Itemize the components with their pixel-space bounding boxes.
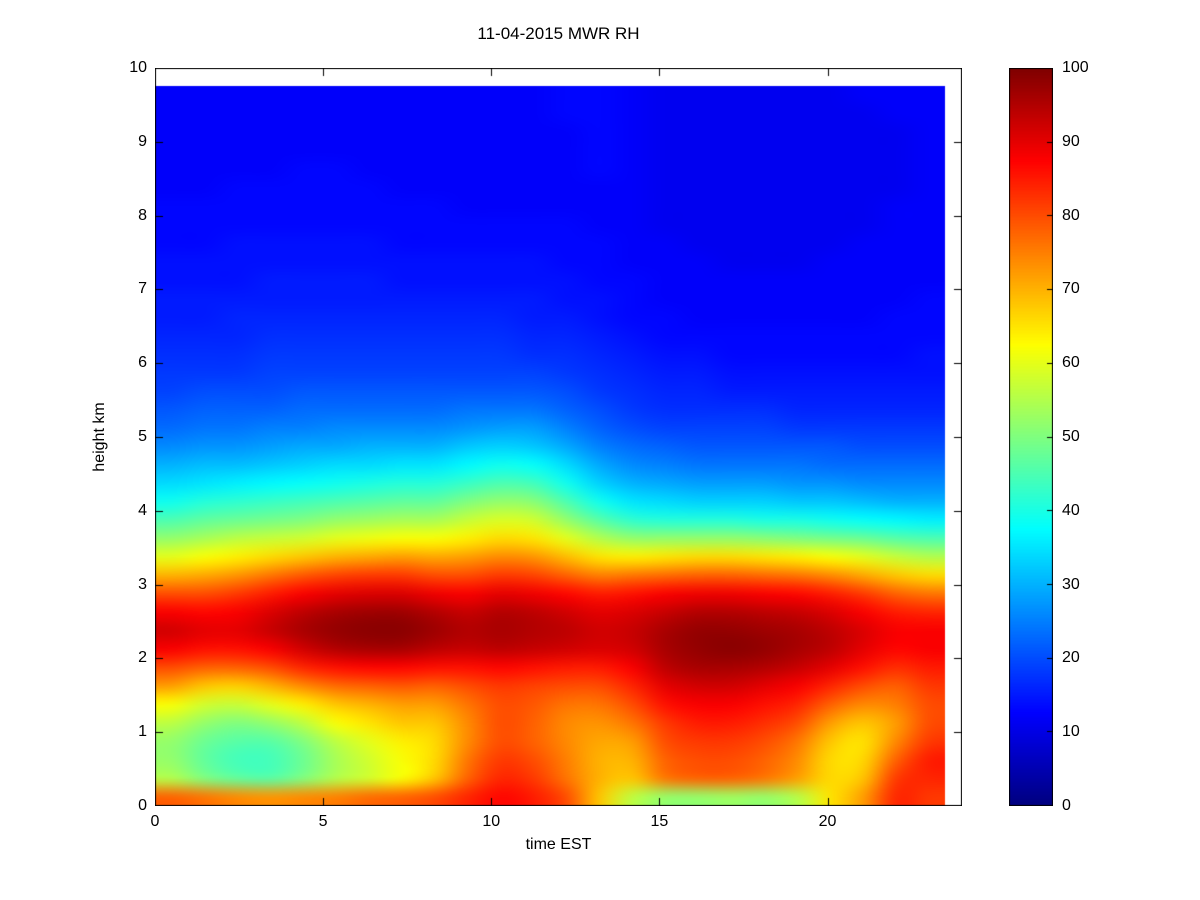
y-tick-label: 0 (138, 797, 147, 814)
colorbar-tick-label: 90 (1062, 132, 1080, 150)
x-tick-label: 5 (318, 813, 328, 830)
colorbar-tick-label: 100 (1062, 59, 1089, 76)
y-tick-label: 9 (138, 132, 147, 150)
chart-title: 11-04-2015 MWR RH (477, 24, 640, 43)
y-tick-label: 6 (138, 354, 147, 372)
colorbar-tick-label: 40 (1062, 501, 1080, 519)
colorbar (1009, 68, 1053, 806)
x-axis-label: time EST (525, 836, 592, 853)
x-tick-label: 20 (818, 813, 837, 830)
colorbar-canvas (1009, 68, 1053, 806)
y-tick-label: 7 (138, 280, 147, 298)
colorbar-tick-label: 10 (1062, 723, 1080, 741)
plot-area (155, 68, 962, 806)
y-tick-label: 2 (138, 649, 147, 667)
y-tick-label: 3 (138, 575, 147, 593)
heatmap-canvas (155, 68, 962, 806)
y-tick-label: 1 (138, 723, 147, 741)
x-tick-label: 15 (650, 813, 669, 830)
y-tick-label: 4 (138, 501, 147, 519)
colorbar-tick-label: 60 (1062, 354, 1080, 372)
colorbar-tick-label: 30 (1062, 575, 1080, 593)
colorbar-tick-label: 20 (1062, 649, 1080, 667)
y-tick-label: 10 (129, 59, 147, 76)
colorbar-tick-label: 50 (1062, 428, 1080, 445)
x-tick-label: 0 (150, 813, 160, 830)
colorbar-tick-label: 0 (1062, 797, 1071, 814)
y-tick-label: 8 (138, 206, 147, 224)
y-tick-label: 5 (138, 428, 147, 445)
x-tick-label: 10 (482, 813, 501, 830)
colorbar-tick-label: 70 (1062, 280, 1080, 298)
colorbar-tick-label: 80 (1062, 206, 1080, 224)
